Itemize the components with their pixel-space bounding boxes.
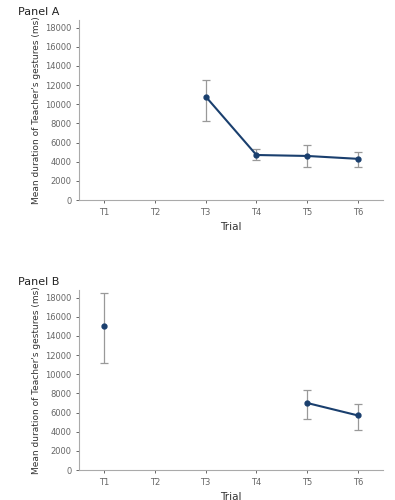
Text: Panel B: Panel B [18, 278, 60, 287]
Y-axis label: Mean duration of Teacher's gestures (ms): Mean duration of Teacher's gestures (ms) [32, 16, 41, 204]
Text: Panel A: Panel A [18, 8, 60, 18]
Y-axis label: Mean duration of Teacher's gestures (ms): Mean duration of Teacher's gestures (ms) [32, 286, 41, 474]
X-axis label: Trial: Trial [220, 492, 242, 500]
X-axis label: Trial: Trial [220, 222, 242, 232]
